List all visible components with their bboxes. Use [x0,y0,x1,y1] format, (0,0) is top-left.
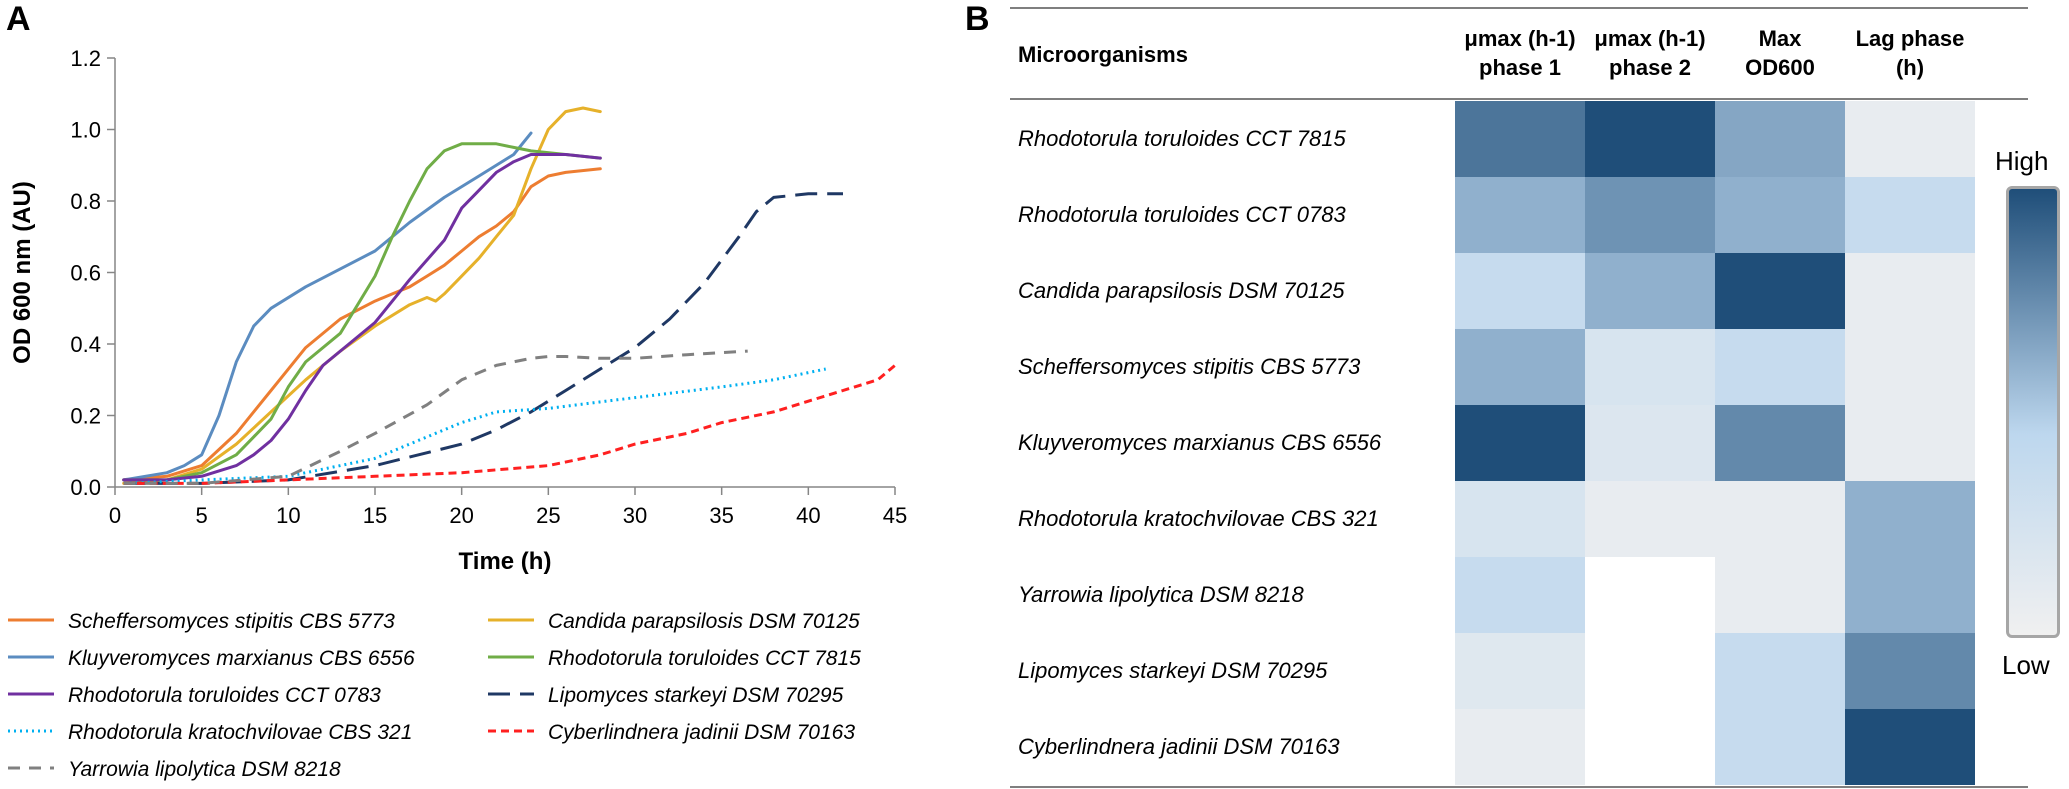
heatmap-cell [1455,253,1585,329]
legend-label: Kluyveromyces marxianus CBS 6556 [68,647,415,670]
legend-label: Yarrowia lipolytica DSM 8218 [68,758,341,781]
legend-label: Rhodotorula kratochvilovae CBS 321 [68,721,412,744]
heatmap-cell [1585,101,1715,177]
heatmap-cell [1455,177,1585,253]
x-axis-label: Time (h) [459,548,552,575]
x-tick-label: 35 [709,503,733,528]
row-header: Microorganisms [1018,42,1188,67]
heatmap-cell [1845,253,1975,329]
heatmap-cell [1585,633,1715,709]
heatmap-cell [1845,481,1975,557]
scale-high-label: High [1995,146,2049,176]
y-axis-label: OD 600 nm (AU) [9,181,36,364]
scale-bar [2006,186,2060,638]
y-tick-label: 0.4 [70,332,101,357]
heatmap-cell [1845,101,1975,177]
y-tick-label: 1.0 [70,118,101,143]
series-line-candida-parapsilosis-dsm-70125 [122,106,602,485]
legend-label: Scheffersomyces stipitis CBS 5773 [68,610,395,633]
series-line-lipomyces-starkeyi-dsm-70295 [123,192,843,485]
legend-label: Rhodotorula toruloides CCT 0783 [68,684,381,707]
series-line-rhodotorula-toruloides-cct-0783 [122,153,602,482]
heatmap-cell [1585,557,1715,633]
y-tick-label: 0.2 [70,404,101,429]
y-tick-label: 0.8 [70,189,101,214]
heatmap-cell [1715,253,1845,329]
heatmap-cell [1845,557,1975,633]
heatmap-cell [1715,101,1845,177]
x-tick-label: 5 [196,503,208,528]
x-tick-label: 0 [109,503,121,528]
heatmap-cell [1585,481,1715,557]
row-label: Lipomyces starkeyi DSM 70295 [1018,658,1328,683]
heatmap-cell [1455,709,1585,785]
y-tick-label: 0.0 [70,475,101,500]
legend-label: Cyberlindnera jadinii DSM 70163 [548,721,855,744]
heatmap-cell [1715,329,1845,405]
heatmap-cell [1455,405,1585,481]
column-header: Lag phase (h) [1855,26,1965,80]
heatmap-cell [1845,405,1975,481]
heatmap-cell [1715,177,1845,253]
y-tick-label: 0.6 [70,261,101,286]
scale-low-label: Low [2002,650,2050,680]
heatmap-cell [1845,177,1975,253]
row-label: Rhodotorula toruloides CCT 0783 [1018,202,1346,227]
bottom-rule [1010,786,2028,788]
legend-label: Candida parapsilosis DSM 70125 [548,610,860,633]
heatmap-cell [1715,481,1845,557]
heatmap-cell [1715,633,1845,709]
column-header: μmax (h-1) phase 1 [1464,26,1576,80]
heatmap-cell [1455,481,1585,557]
heatmap-cell [1455,633,1585,709]
x-tick-label: 10 [276,503,300,528]
series-line-kluyveromyces-marxianus-cbs-6556 [122,131,533,482]
heatmap-cell [1585,253,1715,329]
x-tick-label: 15 [363,503,387,528]
heatmap-cell [1455,101,1585,177]
growth-parameters-heatmap: Microorganisms μmax (h-1) phase 1 μmax (h-1… [1010,0,2069,789]
series-line-rhodotorula-toruloides-cct-7815 [122,142,602,482]
row-label: Cyberlindnera jadinii DSM 70163 [1018,734,1340,759]
heatmap-cell [1455,557,1585,633]
heatmap-cell [1845,709,1975,785]
heatmap-cell [1715,709,1845,785]
header-rule [1010,98,2028,100]
heatmap-cell [1585,709,1715,785]
series-line-yarrowia-lipolytica-dsm-8218 [123,349,748,485]
row-label: Scheffersomyces stipitis CBS 5773 [1018,354,1361,379]
y-tick-label: 1.2 [70,46,101,71]
series-line-cyberlindnera-jadinii-dsm-70163 [123,364,896,485]
x-tick-label: 25 [536,503,560,528]
heatmap-cell [1715,557,1845,633]
panel-b-label: B [965,0,990,38]
growth-curve-chart: 0.0 0.2 0.4 0.6 0.8 1.0 1.2 0 5 10 15 20 25 30 35 40 45 T… [8,46,907,781]
top-rule [1010,7,2028,9]
row-label: Rhodotorula toruloides CCT 7815 [1018,126,1346,151]
row-label: Yarrowia lipolytica DSM 8218 [1018,582,1304,607]
heatmap-cell [1455,329,1585,405]
x-tick-label: 45 [883,503,907,528]
heatmap-cell [1845,329,1975,405]
legend-label: Lipomyces starkeyi DSM 70295 [548,684,844,707]
heatmap-cell [1845,633,1975,709]
legend-label: Rhodotorula toruloides CCT 7815 [548,647,861,670]
heatmap-cell [1585,405,1715,481]
row-label: Candida parapsilosis DSM 70125 [1018,278,1345,303]
heatmap-cell [1585,329,1715,405]
column-header: Max OD600 [1745,26,1815,80]
row-label: Rhodotorula kratochvilovae CBS 321 [1018,506,1379,531]
x-tick-label: 40 [796,503,820,528]
x-tick-label: 20 [449,503,473,528]
panel-a-label: A [6,0,31,38]
row-label: Kluyveromyces marxianus CBS 6556 [1018,430,1382,455]
x-tick-label: 30 [623,503,647,528]
heatmap-cell [1585,177,1715,253]
series-line-scheffersomyces-stipitis-cbs-5773 [122,167,602,482]
column-header: μmax (h-1) phase 2 [1594,26,1706,80]
heatmap-cell [1715,405,1845,481]
